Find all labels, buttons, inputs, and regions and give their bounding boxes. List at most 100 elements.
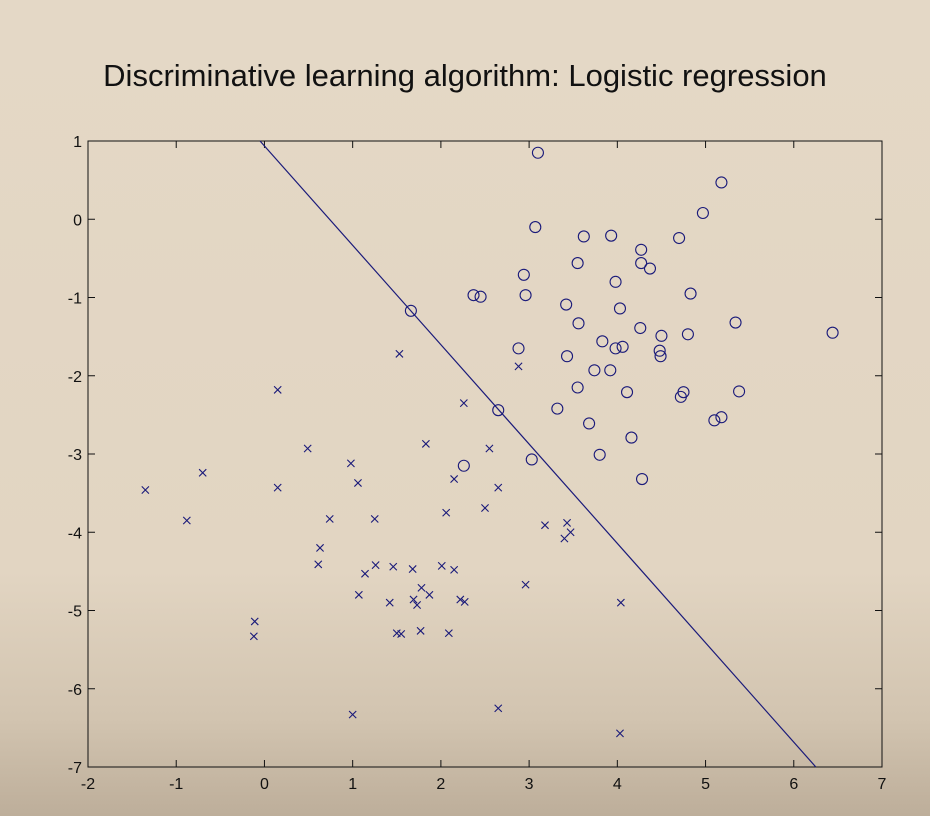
circle-point xyxy=(588,364,601,377)
circle-point xyxy=(609,275,622,288)
circle-point xyxy=(604,364,617,377)
cross-point xyxy=(182,516,191,525)
x-tick-label: 3 xyxy=(525,776,534,793)
chart-title: Discriminative learning algorithm: Logis… xyxy=(103,58,827,93)
cross-point xyxy=(141,486,150,494)
circle-point xyxy=(572,317,585,330)
circle-point xyxy=(512,342,525,355)
circle-point xyxy=(404,304,417,317)
circle-point xyxy=(715,176,728,189)
y-tick-label: -1 xyxy=(68,291,82,308)
plot-area xyxy=(87,140,883,768)
circle-point xyxy=(654,350,667,363)
circle-point xyxy=(643,262,657,275)
circle-point xyxy=(609,342,622,355)
x-tick-label: 5 xyxy=(701,776,710,793)
circle-point xyxy=(551,402,564,415)
cross-point xyxy=(250,617,259,626)
cross-point xyxy=(348,710,357,719)
circle-point xyxy=(531,146,544,159)
cross-point xyxy=(494,483,503,492)
x-tick-label: 6 xyxy=(789,776,798,793)
circle-point xyxy=(729,316,742,329)
circle-point xyxy=(583,417,596,430)
x-tick-label: -2 xyxy=(81,776,95,793)
cross-point xyxy=(416,626,425,635)
cross-point xyxy=(198,468,207,477)
circle-point xyxy=(681,328,694,341)
y-tick-label: 1 xyxy=(73,134,82,151)
cross-point xyxy=(370,514,379,523)
circle-point xyxy=(613,302,627,315)
x-tick-label: 7 xyxy=(878,776,887,793)
cross-point xyxy=(541,521,549,530)
circle-point xyxy=(525,453,538,466)
y-tick-label: -6 xyxy=(68,682,82,699)
circle-point xyxy=(560,350,574,363)
x-tick-label: 0 xyxy=(260,776,269,793)
cross-point xyxy=(615,729,624,738)
cross-point xyxy=(273,483,282,492)
cross-point xyxy=(413,601,422,610)
cross-point xyxy=(514,362,523,371)
axis-tick-labels: -2 -1 0 1 2 3 4 5 6 7 -7 -6 -5 -4 -3 -2 -1 0 1 xyxy=(68,134,887,793)
circle-point xyxy=(733,385,746,398)
cross-point xyxy=(444,629,453,638)
circle-point xyxy=(635,472,649,486)
circle-point xyxy=(620,386,634,399)
x-tick-label: -1 xyxy=(169,776,183,793)
cross-point xyxy=(456,595,465,604)
x-tick-label: 4 xyxy=(613,776,622,793)
cross-point xyxy=(385,598,394,607)
cross-point xyxy=(314,560,323,569)
x-tick-label: 1 xyxy=(348,776,357,793)
circle-point xyxy=(517,268,530,281)
cross-point xyxy=(316,543,325,552)
circle-point xyxy=(696,206,709,220)
cross-point xyxy=(361,569,370,578)
circle-point xyxy=(571,381,584,394)
cross-point xyxy=(459,399,468,408)
circle-point xyxy=(673,231,686,245)
circle-point xyxy=(571,257,584,270)
circle-point xyxy=(560,298,573,311)
circle-point xyxy=(577,230,590,243)
circle-point xyxy=(708,414,721,427)
cross-point xyxy=(460,597,469,606)
cross-point xyxy=(353,478,362,487)
axis-ticks xyxy=(87,140,883,768)
cross-point xyxy=(409,595,418,604)
cross-point xyxy=(273,385,282,394)
circle-point xyxy=(616,340,629,353)
cross-point xyxy=(521,580,530,589)
circle-point xyxy=(634,321,647,335)
cross-point xyxy=(450,565,459,574)
y-tick-label: -2 xyxy=(68,369,82,386)
circle-point xyxy=(593,448,606,461)
cross-point xyxy=(371,561,380,570)
circle-point xyxy=(653,344,666,357)
cross-point xyxy=(325,514,334,523)
circle-point xyxy=(519,289,532,302)
cross-point xyxy=(563,518,572,527)
cross-point xyxy=(494,704,503,713)
cross-point xyxy=(389,562,398,571)
circle-point xyxy=(625,431,638,444)
y-tick-label: -5 xyxy=(68,604,82,621)
circle-point xyxy=(635,243,648,256)
y-tick-label: -7 xyxy=(68,760,82,777)
cross-point xyxy=(566,528,575,537)
cross-point xyxy=(354,590,363,599)
cross-point xyxy=(249,632,258,641)
cross-point xyxy=(346,459,355,468)
circle-point xyxy=(655,329,668,342)
cross-point xyxy=(395,349,404,358)
circle-point xyxy=(826,326,839,339)
y-tick-label: -3 xyxy=(68,447,82,464)
x-tick-label: 2 xyxy=(436,776,445,793)
circle-point xyxy=(684,287,697,300)
circle-point xyxy=(467,289,480,302)
circle-point xyxy=(674,390,687,403)
cross-point xyxy=(450,475,459,484)
